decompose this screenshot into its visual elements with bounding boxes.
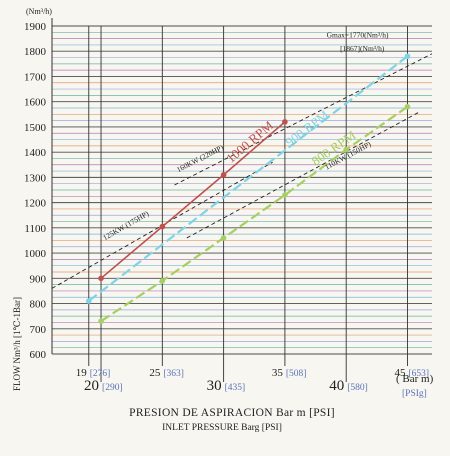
x-tick-label: 35 [272,367,284,379]
x-tick-psi-label: [580] [347,383,368,393]
y-tick-label: 1700 [24,71,47,83]
data-point [159,278,166,284]
power-line [174,53,433,186]
x-tick-label: 20 [84,378,99,394]
y-tick-label: 1500 [24,122,47,134]
x-tick-label: 25 [149,367,161,379]
x-axis-title: PRESION DE ASPIRACION Bar m [PSI] [129,407,335,419]
data-point [98,318,104,325]
x-tick-psi-label: [435] [225,383,246,393]
x-unit-psi-label: [PSIg] [402,389,427,399]
y-tick-label: 1400 [24,147,47,159]
series-label: 900 RPM [282,107,331,150]
data-point [98,275,104,282]
x-axis-subtitle: INLET PRESSURE Barg [PSI] [162,423,282,433]
power-line-label: 125KW (175HP) [101,209,150,243]
y-tick-label: 1100 [24,223,46,235]
data-point [220,235,227,241]
x-tick-label: 40 [329,378,344,394]
y-tick-label: 1000 [24,248,47,260]
x-tick-label: 30 [207,378,222,394]
x-tick-psi-label: [363] [163,369,184,379]
data-point [343,146,349,153]
y-tick-label: 800 [30,299,47,311]
y-tick-label: 1300 [24,172,47,184]
labels: 600 700 800 900 1000 1100 1200 1300 1400 1500 1600… [12,7,434,433]
y-axis-title: FLOW Nm³/h [1℃-1Bar] [12,297,22,391]
data-point [282,192,288,198]
grid [51,18,432,382]
x-unit-label: ( Bar m) [396,373,434,385]
annotation: Gmax=1770(Nm³/h) [327,30,389,39]
power-line [186,111,420,239]
data-point [85,298,92,304]
y-tick-label: 1200 [24,198,47,210]
y-tick-label: 700 [30,324,47,336]
data-point [282,119,288,125]
series-line [100,121,286,279]
annotation: [1867](Nm³/h) [340,44,385,53]
x-tick-psi-label: [508] [286,369,307,379]
y-tick-label: 1900 [24,21,47,33]
x-tick-psi-label: [276] [90,369,111,379]
y-tick-label: 1800 [24,46,47,58]
data-point [159,223,166,230]
data-point [404,103,411,110]
x-tick-psi-label: [653] [408,369,429,379]
x-tick-psi-label: [290] [102,383,123,393]
x-tick-label: 45 [394,367,406,379]
y-unit-label: (Nm³/h) [26,7,52,16]
y-tick-label: 1600 [24,97,47,109]
data-point [404,53,411,60]
x-tick-label: 19 [76,367,88,379]
y-tick-label: 600 [30,349,47,361]
series-line [88,55,409,302]
y-tick-label: 900 [30,273,47,285]
series-lines [85,53,411,325]
series-line [100,105,409,323]
data-point [220,172,227,178]
